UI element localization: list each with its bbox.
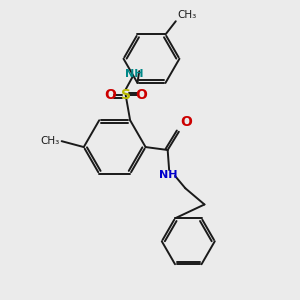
Text: O: O [104,88,116,102]
Text: CH₃: CH₃ [177,10,196,20]
Text: O: O [180,116,192,129]
Text: NH: NH [125,69,143,79]
Text: S: S [121,88,131,102]
Text: O: O [135,88,147,102]
Text: CH₃: CH₃ [40,136,59,146]
Text: NH: NH [159,170,177,180]
